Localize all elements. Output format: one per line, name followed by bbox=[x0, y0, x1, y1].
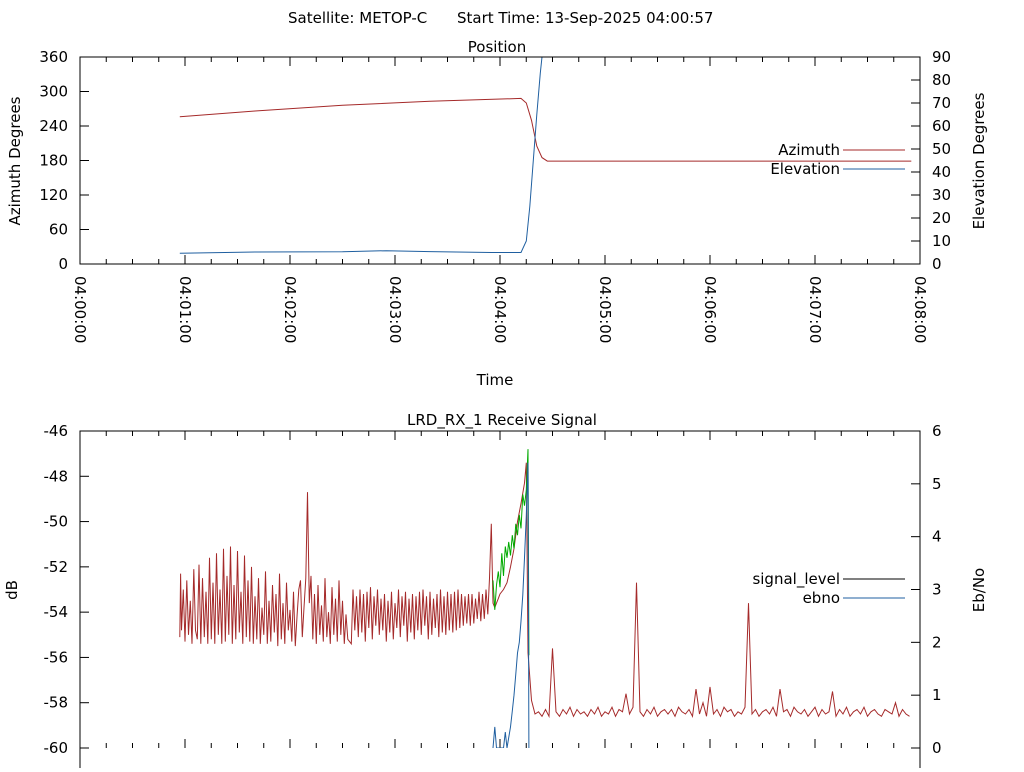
series-line-Azimuth bbox=[179, 97, 912, 162]
legend-label: signal_level bbox=[752, 570, 840, 589]
y2-tick-label: 80 bbox=[932, 71, 951, 89]
y-tick-label: -48 bbox=[44, 467, 69, 485]
y-tick-label: 360 bbox=[39, 48, 68, 66]
y2-tick-label: 70 bbox=[932, 94, 951, 112]
x-tick-label: 04:01:00 bbox=[176, 276, 194, 343]
position-title: Position bbox=[468, 38, 526, 56]
y-tick-label: 180 bbox=[39, 152, 68, 170]
y-tick-label: -56 bbox=[44, 648, 69, 666]
series-line-Elevation bbox=[179, 57, 543, 254]
series-line-ebno bbox=[492, 462, 530, 748]
ebno-axis-label: Eb/No bbox=[970, 568, 988, 612]
y2-tick-label: 3 bbox=[932, 581, 942, 599]
y2-tick-label: 30 bbox=[932, 186, 951, 204]
y-tick-label: 120 bbox=[39, 186, 68, 204]
y-tick-label: -50 bbox=[44, 513, 69, 531]
y2-tick-label: 4 bbox=[932, 528, 942, 546]
legend-label: Azimuth bbox=[778, 141, 840, 159]
elevation-axis-label: Elevation Degrees bbox=[970, 92, 988, 229]
y2-tick-label: 2 bbox=[932, 633, 942, 651]
x-tick-label: 04:06:00 bbox=[701, 276, 719, 343]
x-tick-label: 04:08:00 bbox=[911, 276, 929, 343]
y2-tick-label: 90 bbox=[932, 48, 951, 66]
series-line-high_snr bbox=[492, 449, 530, 656]
y2-tick-label: 1 bbox=[932, 686, 942, 704]
y2-tick-label: 5 bbox=[932, 475, 942, 493]
y-tick-label: 240 bbox=[39, 117, 68, 135]
time-axis-label: Time bbox=[476, 371, 514, 389]
y-tick-label: 60 bbox=[49, 221, 68, 239]
satellite-label: Satellite: METOP-C bbox=[288, 9, 427, 27]
x-tick-label: 04:04:00 bbox=[491, 276, 509, 343]
position-plot-frame bbox=[79, 56, 921, 265]
x-tick-label: 04:03:00 bbox=[386, 276, 404, 343]
x-tick-label: 04:00:00 bbox=[71, 276, 89, 343]
db-axis-label: dB bbox=[3, 580, 21, 600]
x-tick-label: 04:07:00 bbox=[806, 276, 824, 343]
receive-signal-chart: LRD_RX_1 Receive Signal dB Eb/No -46 -48 -… bbox=[3, 411, 988, 772]
y-tick-label: 300 bbox=[39, 83, 68, 101]
y2-tick-label: 20 bbox=[932, 209, 951, 227]
y-tick-label: -46 bbox=[44, 422, 69, 440]
y2-tick-label: 0 bbox=[932, 739, 942, 757]
y2-tick-label: 10 bbox=[932, 232, 951, 250]
y-tick-label: -58 bbox=[44, 694, 69, 712]
y2-tick-label: 0 bbox=[932, 255, 942, 273]
receive-signal-title: LRD_RX_1 Receive Signal bbox=[407, 411, 597, 430]
y-tick-label: -60 bbox=[44, 739, 69, 757]
position-chart: Position Azimuth Degrees Elevation Degre… bbox=[6, 38, 988, 389]
y2-tick-label: 40 bbox=[932, 163, 951, 181]
x-tick-label: 04:05:00 bbox=[596, 276, 614, 343]
y2-tick-label: 50 bbox=[932, 140, 951, 158]
azimuth-axis-label: Azimuth Degrees bbox=[6, 96, 24, 225]
y-tick-label: -54 bbox=[44, 603, 69, 621]
legend-label: Elevation bbox=[770, 160, 840, 178]
x-tick-label: 04:02:00 bbox=[281, 276, 299, 343]
y2-tick-label: 60 bbox=[932, 117, 951, 135]
legend-label: ebno bbox=[803, 589, 840, 607]
y2-tick-label: 6 bbox=[932, 422, 942, 440]
series-line-signal_level bbox=[179, 462, 910, 719]
start-time-label: Start Time: 13-Sep-2025 04:00:57 bbox=[457, 9, 713, 27]
y-tick-label: 0 bbox=[58, 255, 68, 273]
y-tick-label: -52 bbox=[44, 558, 69, 576]
